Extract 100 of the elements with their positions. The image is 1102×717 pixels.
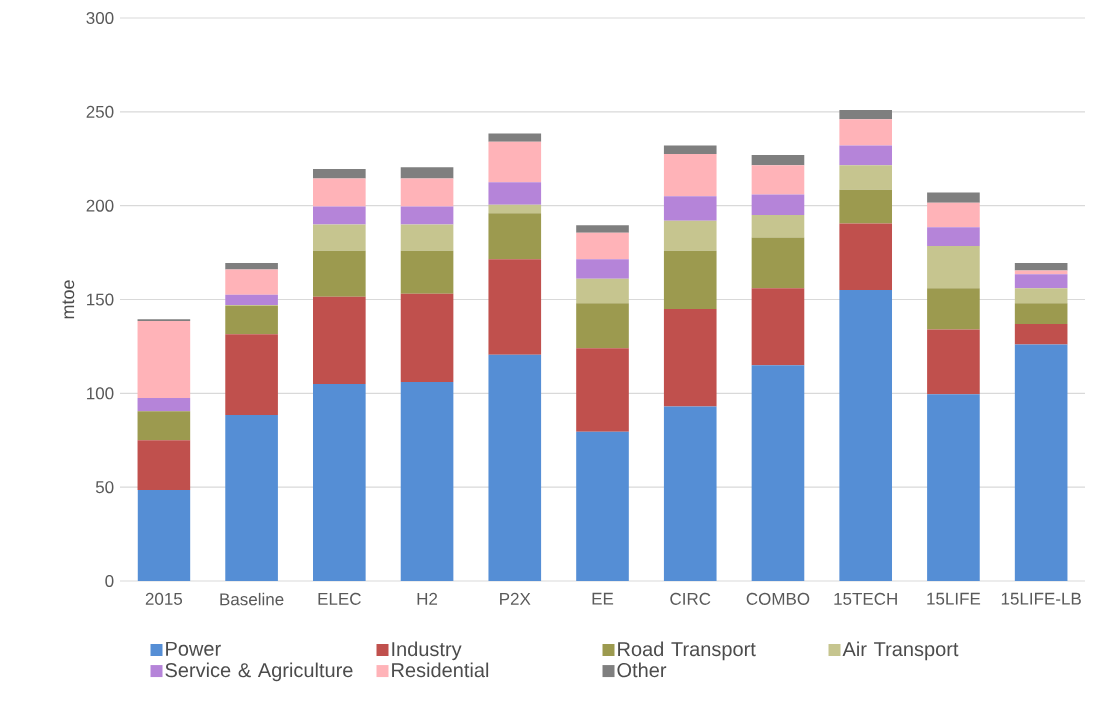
bar xyxy=(225,269,278,295)
bar xyxy=(225,294,278,306)
bar xyxy=(488,182,542,205)
bar xyxy=(576,431,629,581)
bar xyxy=(663,196,717,221)
bar xyxy=(1014,270,1068,275)
bar xyxy=(751,365,805,581)
bar xyxy=(927,246,980,289)
x-tick-label: Baseline xyxy=(220,592,284,606)
bar xyxy=(927,202,980,228)
bar xyxy=(663,145,717,155)
y-tick-label: 100 xyxy=(87,387,114,400)
bar xyxy=(663,250,717,309)
bar xyxy=(576,259,629,279)
bar xyxy=(313,383,366,581)
bar xyxy=(225,306,278,335)
bar xyxy=(1014,274,1068,289)
legend-label: Other xyxy=(617,662,667,678)
bar xyxy=(927,288,980,330)
x-tick-label: EE xyxy=(592,592,614,605)
bar xyxy=(663,406,717,581)
x-tick-label: 15LIFE xyxy=(927,592,981,605)
bar xyxy=(927,329,980,395)
bar xyxy=(137,398,191,412)
legend-label: Residential xyxy=(392,662,489,678)
y-tick-label: 0 xyxy=(105,574,114,588)
x-tick-label: H2 xyxy=(417,592,438,605)
bar xyxy=(839,223,893,291)
bar xyxy=(751,154,805,166)
bar xyxy=(751,288,805,366)
bar xyxy=(488,141,542,183)
bar xyxy=(1014,344,1068,581)
bar xyxy=(400,178,454,207)
y-tick-label: 200 xyxy=(86,199,114,212)
bar xyxy=(839,189,893,224)
bar xyxy=(927,192,980,203)
bar xyxy=(225,414,278,581)
bar xyxy=(313,169,366,179)
legend-label: Power xyxy=(166,641,221,656)
legend-label: Air Transport xyxy=(842,641,959,661)
x-tick-label: 2015 xyxy=(145,592,183,605)
bar xyxy=(400,206,454,225)
bar xyxy=(313,224,366,251)
bar xyxy=(839,145,893,166)
bar xyxy=(576,278,629,304)
y-tick-label: 50 xyxy=(95,481,114,494)
x-tick-label: CIRC xyxy=(670,592,711,605)
bar xyxy=(663,220,717,251)
bar xyxy=(400,167,454,179)
y-tick-label: 300 xyxy=(86,11,114,25)
bar xyxy=(488,259,542,355)
bar xyxy=(576,303,629,349)
bar xyxy=(1014,323,1068,345)
bar xyxy=(488,354,542,581)
bar xyxy=(839,290,893,581)
legend-label: Road Transport xyxy=(618,641,756,661)
bar xyxy=(400,250,454,294)
bar xyxy=(225,262,278,270)
bar xyxy=(488,133,542,142)
y-tick-label: 250 xyxy=(86,105,114,118)
bar xyxy=(576,232,629,260)
bar xyxy=(663,308,717,407)
bar xyxy=(313,296,366,384)
bar xyxy=(488,204,542,214)
x-tick-label: P2X xyxy=(500,592,531,605)
bar xyxy=(1014,262,1068,271)
bar xyxy=(400,382,454,581)
bar xyxy=(488,213,542,260)
bar xyxy=(751,215,805,238)
bar xyxy=(751,165,805,195)
bar xyxy=(313,178,366,207)
x-tick-label: 15TECH xyxy=(834,592,897,605)
bar xyxy=(313,250,366,297)
bar xyxy=(137,489,191,581)
legend-label: Service & Agriculture xyxy=(165,662,353,682)
bar xyxy=(751,237,805,289)
bar xyxy=(839,119,893,146)
bar xyxy=(137,440,191,490)
bar xyxy=(400,224,454,251)
bar xyxy=(313,206,366,225)
y-tick-label: 150 xyxy=(87,293,114,306)
bar xyxy=(137,411,191,441)
bar xyxy=(576,225,629,233)
bar xyxy=(663,154,717,197)
bar xyxy=(927,227,980,247)
x-tick-label: COMBO xyxy=(746,592,810,605)
bar xyxy=(137,321,191,399)
bar xyxy=(839,165,893,190)
bar xyxy=(1014,288,1068,304)
x-tick-label: 15LIFE-LB xyxy=(1001,592,1081,605)
bar xyxy=(1014,303,1068,324)
legend-label: Industry xyxy=(392,641,462,661)
bar xyxy=(576,348,629,432)
bar xyxy=(400,293,454,383)
bar xyxy=(927,394,980,581)
x-tick-label: ELEC xyxy=(318,592,361,605)
y-axis-title: mtoe xyxy=(62,280,75,319)
bar xyxy=(839,109,893,120)
bar xyxy=(225,334,278,415)
bar xyxy=(751,194,805,216)
